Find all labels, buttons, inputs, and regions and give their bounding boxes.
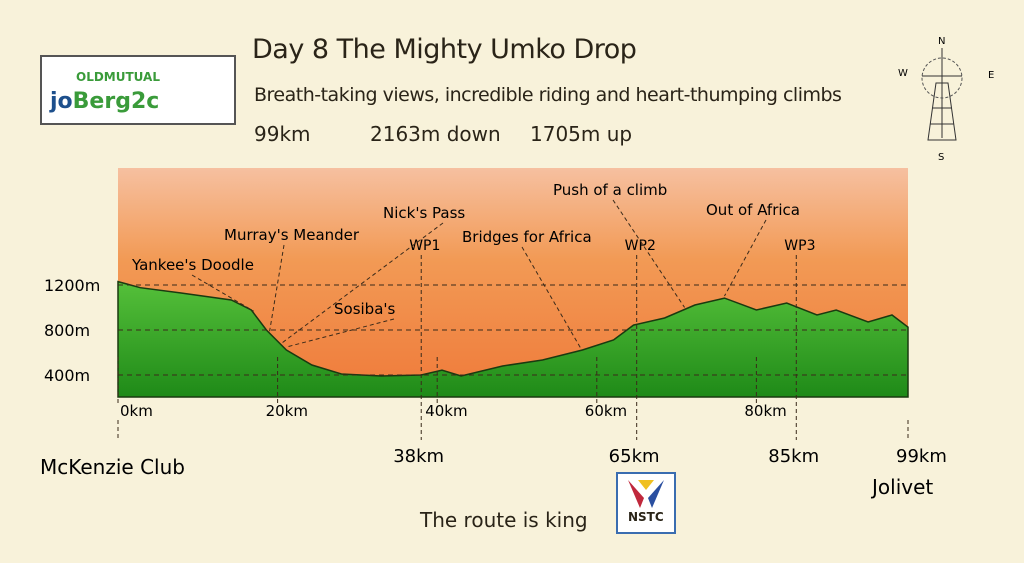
place-label: Jolivet bbox=[870, 475, 933, 499]
nbtc-logo: NSTC bbox=[616, 472, 676, 534]
waypoint-label: WP1 bbox=[409, 238, 440, 254]
elevation-area bbox=[117, 280, 909, 398]
logo-event: joBerg2c bbox=[50, 89, 159, 114]
annotation-leader bbox=[521, 246, 582, 349]
x-tick-label: 0km bbox=[120, 402, 153, 420]
annotation-label: Bridges for Africa bbox=[462, 228, 592, 246]
x-tick-label: 60km bbox=[585, 402, 627, 420]
annotation-label: Murray's Meander bbox=[224, 226, 360, 244]
annotation-leader bbox=[724, 219, 767, 297]
annotation-leader bbox=[285, 318, 395, 348]
tagline: The route is king bbox=[420, 508, 588, 532]
descent-stat: 2163m down bbox=[370, 122, 501, 146]
compass-s: S bbox=[938, 152, 944, 163]
logo-brand: OLDMUTUAL bbox=[76, 70, 160, 84]
logo-event-prefix: jo bbox=[50, 89, 73, 114]
marker-km-label: 85km bbox=[768, 446, 819, 467]
compass-n: N bbox=[938, 36, 945, 47]
distance-stat: 99km bbox=[254, 122, 311, 146]
waypoint-label: WP2 bbox=[625, 238, 656, 254]
annotation-leader bbox=[612, 199, 685, 308]
nbtc-label: NSTC bbox=[628, 510, 664, 524]
logo-event-name: Berg2c bbox=[72, 89, 160, 114]
annotation-label: Yankee's Doodle bbox=[131, 256, 254, 274]
windmill-compass-icon: N E W S bbox=[898, 36, 994, 163]
joberg2c-logo: OLDMUTUAL joBerg2c bbox=[40, 55, 236, 125]
compass-e: E bbox=[988, 70, 994, 81]
marker-km-label: 38km bbox=[393, 446, 444, 467]
annotation-label: Out of Africa bbox=[706, 201, 800, 219]
y-tick-label: 400m bbox=[44, 366, 90, 385]
x-tick-label: 20km bbox=[266, 402, 308, 420]
y-tick-label: 1200m bbox=[44, 276, 100, 295]
annotation-label: Push of a climb bbox=[553, 181, 667, 199]
marker-km-label: 99km bbox=[896, 446, 947, 467]
subtitle: Breath-taking views, incredible riding a… bbox=[254, 84, 842, 106]
annotation-leader bbox=[281, 222, 444, 344]
annotation-label: Sosiba's bbox=[334, 300, 396, 318]
x-tick-label: 80km bbox=[744, 402, 786, 420]
waypoint-label: WP3 bbox=[784, 238, 815, 254]
page-title: Day 8 The Mighty Umko Drop bbox=[252, 34, 637, 65]
annotation-leader bbox=[191, 274, 254, 312]
annotation-label: Nick's Pass bbox=[383, 204, 465, 222]
y-tick-label: 800m bbox=[44, 321, 90, 340]
ascent-stat: 1705m up bbox=[530, 122, 633, 146]
x-tick-label: 40km bbox=[425, 402, 467, 420]
compass-w: W bbox=[898, 68, 908, 79]
annotation-leader bbox=[269, 244, 285, 332]
place-label: McKenzie Club bbox=[40, 455, 185, 479]
marker-km-label: 65km bbox=[609, 446, 660, 467]
